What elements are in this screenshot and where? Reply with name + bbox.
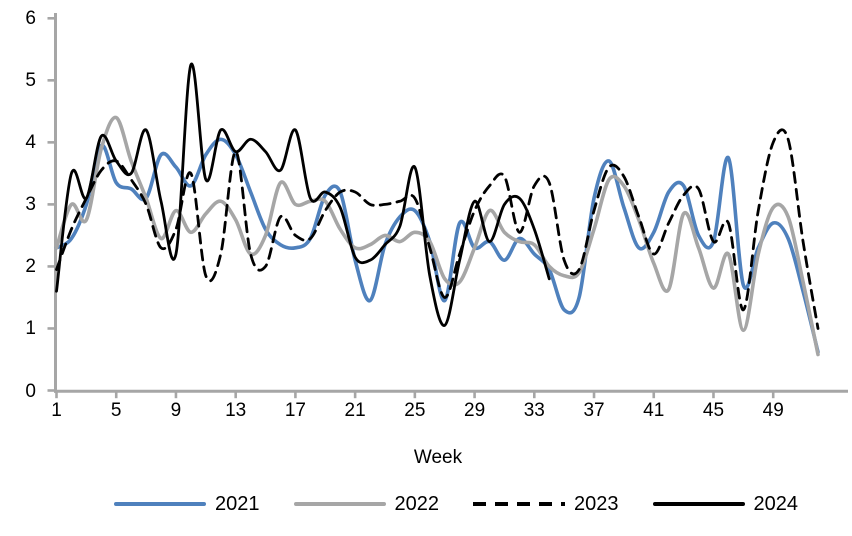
x-axis-tick-label: 29 [464,400,486,421]
x-axis-tick-label: 41 [643,400,665,421]
x-axis-tick-label: 13 [225,400,247,421]
legend-label: 2022 [394,493,440,515]
x-axis-tick-label: 49 [762,400,784,421]
x-axis-tick-label: 1 [51,400,62,421]
y-axis-tick-label: 2 [25,256,36,278]
legend-label: 2023 [574,493,619,515]
legend-item-2023: 2023 [473,494,619,514]
y-axis-tick-label: 0 [25,380,36,402]
y-axis-tick-label: 6 [25,8,36,30]
x-axis-tick-label: 5 [110,400,122,421]
legend-item-2022: 2022 [293,493,440,515]
y-axis-tick-label: 3 [25,194,36,216]
y-axis-tick-label: 4 [25,132,36,154]
x-axis-tick-label: 9 [170,400,182,421]
legend-line-swatch-2024 [652,502,745,506]
y-axis-tick-label: 5 [25,70,36,92]
legend-item-2024: 2024 [652,493,799,515]
x-axis-tick-label: 25 [404,400,426,421]
x-axis-tick-label: 37 [583,400,605,421]
legend-label: 2024 [753,493,799,515]
x-axis-tick-label: 21 [344,400,366,421]
legend: 2021 2022 2023 2024 [60,489,852,519]
legend-line-swatch-2021 [114,502,206,506]
x-axis-tick-label: 17 [284,400,306,421]
x-axis-tick-label: 33 [523,400,545,421]
legend-line-swatch-2023 [473,502,565,506]
legend-line-swatch-2022 [293,502,386,506]
x-axis-tick-label: 45 [702,400,725,421]
legend-item-2021: 2021 [114,494,260,514]
legend-label: 2021 [215,493,260,515]
y-axis-tick-label: 1 [25,318,36,340]
x-axis-title: Week [413,447,463,468]
